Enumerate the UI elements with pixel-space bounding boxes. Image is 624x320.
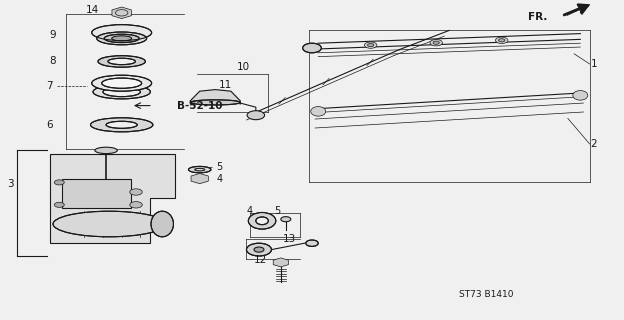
Text: 3: 3 bbox=[7, 179, 13, 189]
Text: 4: 4 bbox=[246, 205, 253, 216]
Text: 13: 13 bbox=[283, 234, 296, 244]
Circle shape bbox=[495, 37, 508, 44]
Polygon shape bbox=[50, 154, 175, 243]
Circle shape bbox=[303, 43, 321, 53]
Polygon shape bbox=[273, 258, 288, 267]
Ellipse shape bbox=[573, 91, 588, 100]
Ellipse shape bbox=[188, 166, 211, 173]
Circle shape bbox=[54, 180, 64, 185]
Circle shape bbox=[430, 40, 442, 46]
Circle shape bbox=[247, 111, 265, 120]
Ellipse shape bbox=[103, 87, 140, 97]
Ellipse shape bbox=[92, 75, 152, 91]
Text: 6: 6 bbox=[47, 120, 53, 130]
Circle shape bbox=[130, 202, 142, 208]
Ellipse shape bbox=[92, 25, 152, 41]
Text: 2: 2 bbox=[591, 139, 597, 149]
Polygon shape bbox=[191, 173, 208, 184]
Circle shape bbox=[130, 189, 142, 195]
Circle shape bbox=[364, 42, 377, 48]
Ellipse shape bbox=[256, 217, 268, 225]
Ellipse shape bbox=[104, 34, 139, 43]
Circle shape bbox=[54, 202, 64, 207]
Text: B-52-10: B-52-10 bbox=[177, 100, 222, 111]
Ellipse shape bbox=[248, 212, 276, 229]
Ellipse shape bbox=[106, 121, 137, 128]
Text: 9: 9 bbox=[50, 30, 56, 40]
Ellipse shape bbox=[190, 100, 240, 105]
Ellipse shape bbox=[112, 36, 132, 41]
Bar bbox=[62, 179, 131, 208]
Text: 1: 1 bbox=[591, 59, 597, 69]
Circle shape bbox=[433, 41, 439, 44]
Ellipse shape bbox=[95, 147, 117, 154]
Ellipse shape bbox=[98, 56, 145, 67]
Text: FR.: FR. bbox=[528, 12, 547, 22]
Text: 10: 10 bbox=[236, 62, 250, 72]
Ellipse shape bbox=[102, 78, 142, 88]
Polygon shape bbox=[190, 90, 240, 104]
Ellipse shape bbox=[90, 118, 153, 132]
Text: 14: 14 bbox=[85, 4, 99, 15]
Ellipse shape bbox=[97, 32, 147, 45]
Text: ST73 B1410: ST73 B1410 bbox=[459, 290, 514, 299]
Circle shape bbox=[246, 243, 271, 256]
Text: 8: 8 bbox=[50, 56, 56, 67]
Polygon shape bbox=[112, 7, 132, 19]
Ellipse shape bbox=[311, 107, 326, 116]
Ellipse shape bbox=[93, 85, 150, 99]
Circle shape bbox=[499, 39, 505, 42]
Text: 11: 11 bbox=[219, 80, 233, 90]
Circle shape bbox=[254, 247, 264, 252]
Circle shape bbox=[368, 44, 374, 47]
Ellipse shape bbox=[108, 58, 135, 65]
Circle shape bbox=[281, 217, 291, 222]
Text: 5: 5 bbox=[217, 162, 223, 172]
Text: 7: 7 bbox=[47, 81, 53, 91]
Text: 12: 12 bbox=[254, 255, 268, 265]
Ellipse shape bbox=[53, 211, 165, 237]
Ellipse shape bbox=[151, 211, 173, 237]
Circle shape bbox=[306, 240, 318, 246]
Text: 4: 4 bbox=[217, 173, 223, 184]
Text: 5: 5 bbox=[275, 206, 281, 216]
